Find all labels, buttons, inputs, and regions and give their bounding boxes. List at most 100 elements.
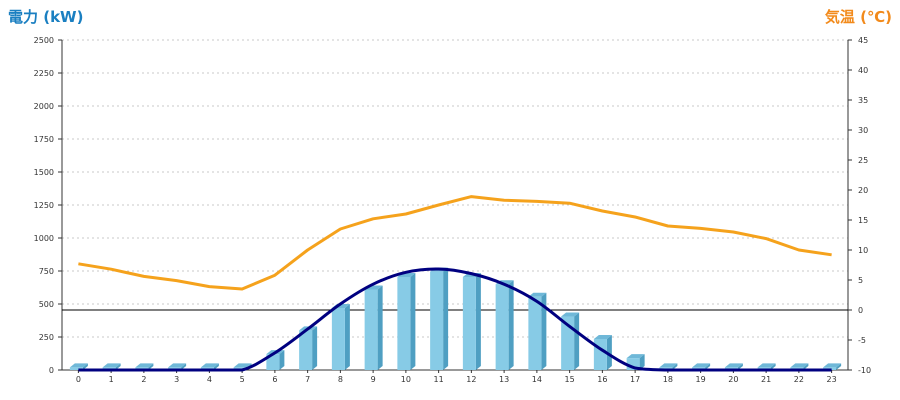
power-line: [78, 267, 832, 372]
x-tick-label: 23: [827, 375, 837, 384]
bar: [626, 358, 640, 370]
bar-side: [115, 363, 121, 370]
bar-top: [790, 363, 809, 368]
bar-top: [823, 363, 842, 368]
bar-top: [659, 363, 678, 368]
left-tick-label: 1750: [34, 135, 54, 144]
left-tick-label: 500: [39, 300, 54, 309]
bar: [528, 296, 542, 370]
x-tick-label: 18: [663, 375, 673, 384]
bar-side: [705, 363, 711, 370]
right-tick-label: 25: [858, 156, 868, 165]
bar-side: [82, 363, 88, 370]
bar-side: [443, 267, 449, 370]
bar: [495, 284, 509, 370]
x-tick-label: 9: [371, 375, 376, 384]
bar-top: [168, 363, 187, 368]
x-tick-label: 20: [728, 375, 738, 384]
right-tick-label: -10: [858, 366, 871, 375]
x-tick-label: 10: [401, 375, 411, 384]
bar: [462, 276, 476, 370]
x-tick-label: 14: [532, 375, 542, 384]
bar: [430, 271, 444, 370]
bar: [299, 330, 313, 370]
bar-side: [803, 363, 809, 370]
x-tick-label: 11: [434, 375, 444, 384]
x-tick-label: 16: [597, 375, 607, 384]
bar-top: [692, 363, 711, 368]
bar-side: [508, 280, 514, 370]
x-tick-label: 1: [109, 375, 114, 384]
x-tick-label: 22: [794, 375, 804, 384]
bar-side: [377, 285, 383, 370]
bar-side: [312, 326, 318, 370]
bar: [593, 338, 607, 370]
right-tick-label: 15: [858, 216, 868, 225]
x-tick-label: 4: [207, 375, 212, 384]
x-tick-label: 7: [305, 375, 310, 384]
bar: [561, 316, 575, 370]
bar-side: [770, 363, 776, 370]
x-tick-label: 17: [630, 375, 640, 384]
bar-top: [757, 363, 776, 368]
bar-top: [528, 292, 547, 297]
left-tick-label: 250: [39, 333, 54, 342]
temperature-line: [78, 195, 832, 291]
bar-side: [541, 292, 547, 370]
left-tick-label: 2500: [34, 36, 54, 45]
bar-side: [279, 350, 285, 370]
right-axis-title: 気温 (℃): [824, 8, 892, 26]
left-tick-label: 0: [49, 366, 54, 375]
bar-side: [410, 272, 416, 370]
left-tick-label: 1000: [34, 234, 54, 243]
x-tick-label: 0: [76, 375, 81, 384]
bar-top: [724, 363, 743, 368]
left-tick-label: 2250: [34, 69, 54, 78]
bar-top: [593, 334, 612, 339]
bar-side: [148, 363, 154, 370]
x-tick-label: 2: [141, 375, 146, 384]
right-tick-label: 10: [858, 246, 868, 255]
bar-side: [672, 363, 678, 370]
bar-top: [561, 312, 580, 317]
bar: [364, 289, 378, 370]
bar-side: [344, 303, 350, 370]
left-axis-title: 電力 (kW): [8, 8, 84, 26]
bar: [266, 354, 280, 370]
bar-side: [574, 312, 580, 370]
x-tick-label: 5: [240, 375, 245, 384]
bar-side: [737, 363, 743, 370]
left-tick-label: 2000: [34, 102, 54, 111]
x-tick-label: 13: [499, 375, 509, 384]
bar-top: [233, 363, 252, 368]
right-tick-label: 45: [858, 36, 868, 45]
right-tick-label: 20: [858, 186, 868, 195]
bar-top: [102, 363, 121, 368]
bar-top: [135, 363, 154, 368]
left-tick-label: 1250: [34, 201, 54, 210]
x-tick-label: 6: [272, 375, 277, 384]
right-tick-label: 5: [858, 276, 863, 285]
left-tick-label: 750: [39, 267, 54, 276]
right-tick-label: 40: [858, 66, 868, 75]
right-tick-label: 35: [858, 96, 868, 105]
left-tick-label: 1500: [34, 168, 54, 177]
x-tick-label: 8: [338, 375, 343, 384]
x-tick-label: 3: [174, 375, 179, 384]
bar-top: [200, 363, 219, 368]
bar-side: [181, 363, 187, 370]
bar: [397, 276, 411, 370]
right-tick-label: 30: [858, 126, 868, 135]
right-tick-label: -5: [858, 336, 866, 345]
bar-side: [213, 363, 219, 370]
bar-top: [626, 354, 645, 359]
x-tick-label: 15: [565, 375, 575, 384]
bar: [69, 367, 83, 370]
bar-side: [836, 363, 842, 370]
right-tick-label: 0: [858, 306, 863, 315]
bar-side: [606, 334, 612, 370]
x-tick-label: 12: [466, 375, 476, 384]
x-tick-label: 19: [696, 375, 706, 384]
bar-top: [69, 363, 88, 368]
